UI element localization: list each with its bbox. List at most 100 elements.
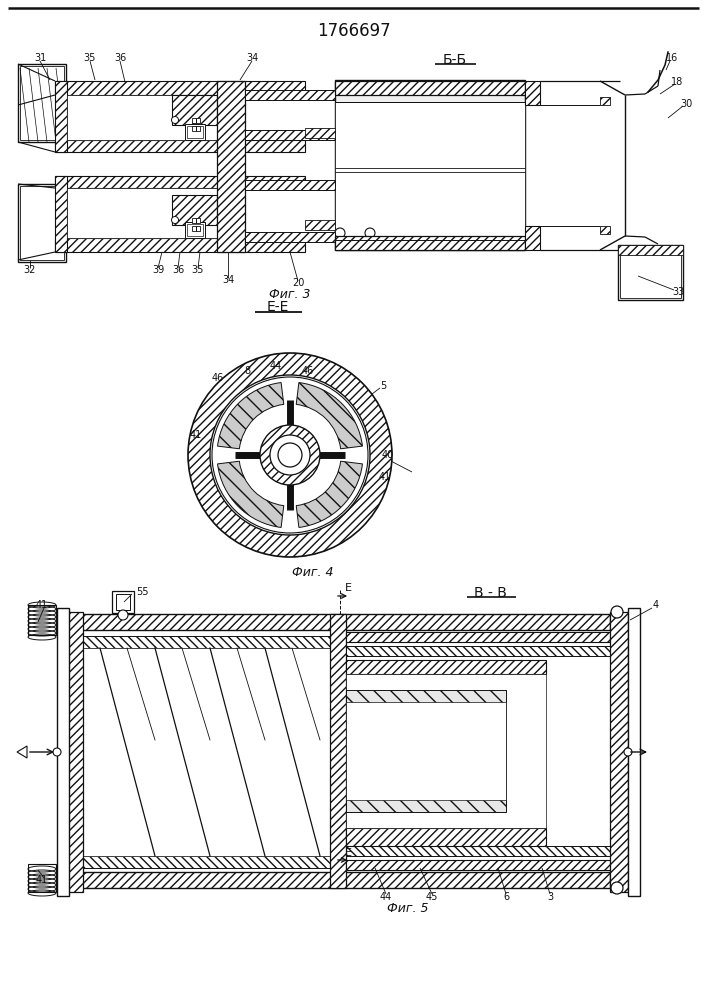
Text: 6: 6 [503, 892, 509, 902]
Bar [346, 702, 506, 800]
Bar [67, 188, 217, 238]
Text: 33: 33 [672, 287, 684, 297]
Bar [335, 80, 525, 250]
Circle shape [270, 435, 310, 475]
Text: 5: 5 [380, 381, 386, 391]
Text: E: E [344, 583, 351, 593]
Bar [55, 238, 305, 252]
Text: В - В: В - В [474, 586, 506, 600]
Bar [65, 612, 83, 892]
Bar [525, 81, 540, 105]
Bar [192, 218, 200, 223]
Text: 46: 46 [302, 366, 314, 376]
Text: 36: 36 [172, 265, 184, 275]
Bar [335, 102, 525, 240]
Bar [185, 222, 205, 238]
Bar [346, 846, 610, 856]
Text: Фиг. 5: Фиг. 5 [387, 902, 428, 914]
Bar [80, 648, 335, 856]
Bar [346, 860, 610, 870]
Bar [245, 90, 335, 100]
Wedge shape [218, 383, 284, 449]
Text: 41: 41 [36, 600, 48, 610]
Bar [20, 66, 64, 140]
Bar [346, 690, 506, 812]
Text: 41: 41 [36, 875, 48, 885]
Bar [217, 81, 245, 252]
Polygon shape [17, 746, 27, 758]
Wedge shape [296, 461, 363, 527]
Bar [112, 591, 134, 613]
Bar [80, 856, 335, 868]
Bar [172, 195, 217, 225]
Text: 1766697: 1766697 [317, 22, 391, 40]
Text: E: E [344, 848, 351, 858]
Circle shape [611, 882, 623, 894]
Text: 4: 4 [653, 600, 659, 610]
Text: 32: 32 [24, 265, 36, 275]
Circle shape [624, 748, 632, 756]
Text: 46: 46 [212, 373, 224, 383]
Bar [55, 140, 305, 152]
Bar [185, 124, 205, 140]
Text: Б-Б: Б-Б [443, 53, 467, 67]
Circle shape [611, 606, 623, 618]
Bar [192, 226, 200, 231]
Bar [192, 126, 200, 131]
Text: 44: 44 [270, 361, 282, 371]
Text: 35: 35 [84, 53, 96, 63]
Text: 31: 31 [34, 53, 46, 63]
Text: 45: 45 [426, 892, 438, 902]
Bar [610, 612, 628, 892]
Bar [346, 828, 546, 846]
Bar [335, 81, 525, 95]
Circle shape [118, 610, 128, 620]
Bar [330, 614, 346, 888]
Bar [18, 184, 66, 262]
Bar [28, 864, 56, 892]
Text: 39: 39 [152, 265, 164, 275]
Bar [57, 608, 69, 896]
Bar [187, 224, 203, 236]
Text: 41: 41 [379, 472, 391, 482]
Circle shape [278, 443, 302, 467]
Bar [245, 130, 335, 140]
Text: Фиг. 4: Фиг. 4 [292, 566, 334, 580]
Text: 20: 20 [292, 278, 304, 288]
Text: 40: 40 [382, 450, 394, 460]
Bar [335, 236, 525, 250]
Text: 34: 34 [222, 275, 234, 285]
Text: 30: 30 [680, 99, 692, 109]
Bar [346, 674, 546, 828]
Wedge shape [296, 383, 363, 449]
Bar [80, 872, 610, 888]
Bar [192, 118, 200, 123]
Bar [28, 605, 56, 635]
Circle shape [260, 425, 320, 485]
Bar [618, 245, 683, 300]
Bar [346, 660, 546, 674]
Bar [525, 226, 540, 250]
Text: 36: 36 [114, 53, 126, 63]
Bar [245, 232, 335, 242]
Bar [116, 594, 130, 610]
Text: 18: 18 [671, 77, 683, 87]
Bar [600, 97, 610, 105]
Text: 44: 44 [380, 892, 392, 902]
Circle shape [188, 353, 392, 557]
Circle shape [210, 375, 370, 535]
Circle shape [172, 217, 178, 224]
Bar [20, 186, 64, 260]
Bar [305, 220, 335, 230]
Bar [600, 226, 610, 234]
Bar [80, 636, 335, 648]
Text: Фиг. 3: Фиг. 3 [269, 288, 311, 300]
Bar [67, 95, 217, 140]
Bar [172, 95, 217, 125]
Text: 35: 35 [192, 265, 204, 275]
Text: 55: 55 [136, 587, 148, 597]
Bar [620, 247, 681, 298]
Circle shape [53, 748, 61, 756]
Circle shape [212, 377, 368, 533]
Text: 34: 34 [246, 53, 258, 63]
